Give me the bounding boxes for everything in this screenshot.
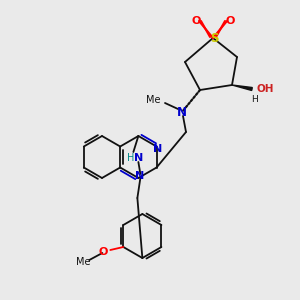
Text: N: N [177,106,187,118]
Text: O: O [225,16,235,26]
Text: O: O [191,16,201,26]
Polygon shape [232,85,252,91]
Text: H: H [127,153,134,163]
Text: H: H [250,94,257,103]
Text: N: N [153,143,162,154]
Text: N: N [134,153,143,163]
Text: O: O [99,247,108,257]
Text: S: S [210,32,218,44]
Text: Me: Me [76,257,91,267]
Text: N: N [135,171,144,181]
Text: OH: OH [256,84,274,94]
Text: Me: Me [146,95,160,105]
